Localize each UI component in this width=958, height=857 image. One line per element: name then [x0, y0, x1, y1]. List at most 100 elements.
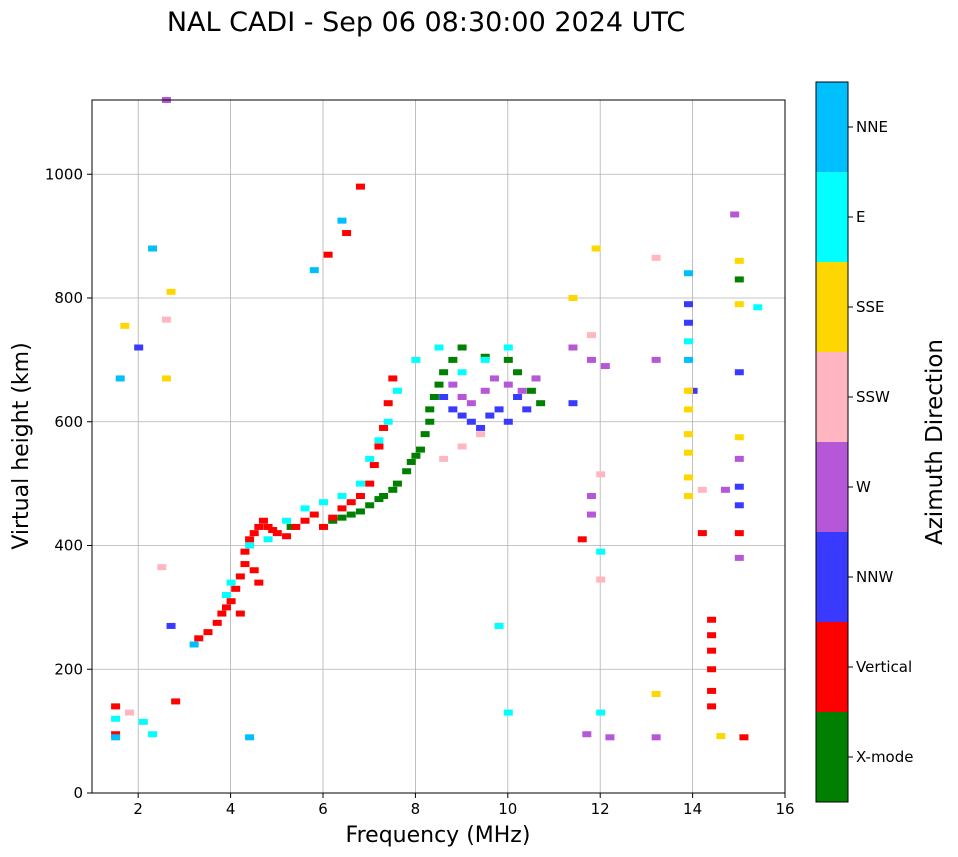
- data-point: [328, 514, 338, 521]
- data-point: [683, 338, 693, 345]
- colorbar-label: SSW: [856, 388, 890, 406]
- data-point: [448, 356, 458, 363]
- data-point: [337, 514, 347, 521]
- data-point: [388, 375, 398, 382]
- data-point: [503, 418, 513, 425]
- data-point: [734, 434, 744, 441]
- plot-frame: [91, 99, 786, 794]
- data-point: [194, 635, 204, 642]
- colorbar-segment: [816, 82, 848, 172]
- data-point: [513, 369, 523, 376]
- data-point: [111, 703, 121, 710]
- data-point: [111, 715, 121, 722]
- data-point: [111, 731, 121, 738]
- plot-area: [91, 97, 786, 794]
- series-w: [161, 97, 744, 741]
- data-point: [235, 573, 245, 580]
- data-point: [485, 412, 495, 419]
- series-sse: [120, 245, 744, 740]
- data-point: [753, 304, 763, 311]
- data-point: [448, 381, 458, 388]
- data-point: [683, 474, 693, 481]
- data-point: [379, 424, 389, 431]
- data-point: [429, 394, 439, 400]
- data-point: [586, 493, 596, 499]
- chart-title: NAL CADI - Sep 06 08:30:00 2024 UTC: [167, 7, 685, 38]
- data-point: [355, 480, 365, 487]
- data-point: [282, 533, 292, 540]
- data-point: [577, 536, 587, 543]
- data-point: [457, 412, 467, 419]
- data-point: [707, 666, 717, 673]
- data-point: [226, 579, 236, 586]
- x-tick-label: 6: [318, 800, 328, 818]
- data-point: [457, 369, 467, 376]
- colorbar-label: NNW: [856, 568, 893, 586]
- colorbar-label: Vertical: [856, 658, 912, 676]
- data-point: [263, 523, 273, 530]
- data-point: [355, 183, 365, 190]
- data-point: [231, 585, 241, 592]
- data-point: [683, 493, 693, 499]
- data-point: [300, 505, 310, 512]
- data-point: [480, 353, 490, 360]
- data-point: [249, 530, 259, 537]
- x-tick-label: 12: [591, 800, 610, 818]
- data-point: [425, 406, 435, 413]
- x-tick-label: 4: [226, 800, 236, 818]
- data-point: [411, 452, 421, 459]
- data-point: [596, 576, 606, 583]
- data-point: [697, 530, 707, 537]
- data-points: [111, 97, 763, 741]
- y-tick-label: 800: [54, 289, 83, 307]
- colorbar-segment: [816, 262, 848, 352]
- data-point: [734, 369, 744, 376]
- data-point: [734, 483, 744, 490]
- colorbar-segment: [816, 352, 848, 442]
- data-point: [240, 548, 250, 555]
- colorbar-segment: [816, 172, 848, 262]
- y-tick-label: 1000: [45, 165, 83, 183]
- x-axis-title: Frequency (MHz): [346, 823, 531, 848]
- data-point: [245, 542, 255, 549]
- data-point: [596, 548, 606, 555]
- data-point: [568, 400, 578, 407]
- data-point: [466, 400, 476, 407]
- data-point: [148, 245, 158, 252]
- data-point: [245, 536, 255, 543]
- data-point: [734, 455, 744, 462]
- data-point: [416, 446, 426, 453]
- data-point: [263, 536, 273, 543]
- data-point: [734, 276, 744, 283]
- data-point: [651, 691, 661, 697]
- data-point: [221, 592, 231, 598]
- data-point: [148, 731, 158, 738]
- data-point: [683, 406, 693, 413]
- data-point: [503, 344, 513, 351]
- y-tick-label: 600: [54, 413, 83, 431]
- data-point: [457, 344, 467, 351]
- data-point: [531, 375, 541, 382]
- data-point: [124, 709, 134, 716]
- data-point: [245, 734, 255, 741]
- data-point: [503, 709, 513, 716]
- data-point: [323, 251, 333, 258]
- series-ssw: [124, 254, 707, 716]
- data-point: [586, 332, 596, 339]
- data-point: [494, 622, 504, 629]
- colorbar-segment: [816, 712, 848, 802]
- data-point: [734, 554, 744, 561]
- data-point: [309, 267, 319, 274]
- data-point: [586, 511, 596, 518]
- data-point: [120, 322, 130, 329]
- data-point: [448, 406, 458, 413]
- data-point: [605, 734, 615, 741]
- data-point: [476, 424, 486, 431]
- series-x-mode: [286, 276, 744, 530]
- data-point: [392, 480, 402, 487]
- data-point: [489, 375, 499, 382]
- data-point: [161, 316, 171, 323]
- data-point: [707, 703, 717, 710]
- data-point: [235, 610, 245, 617]
